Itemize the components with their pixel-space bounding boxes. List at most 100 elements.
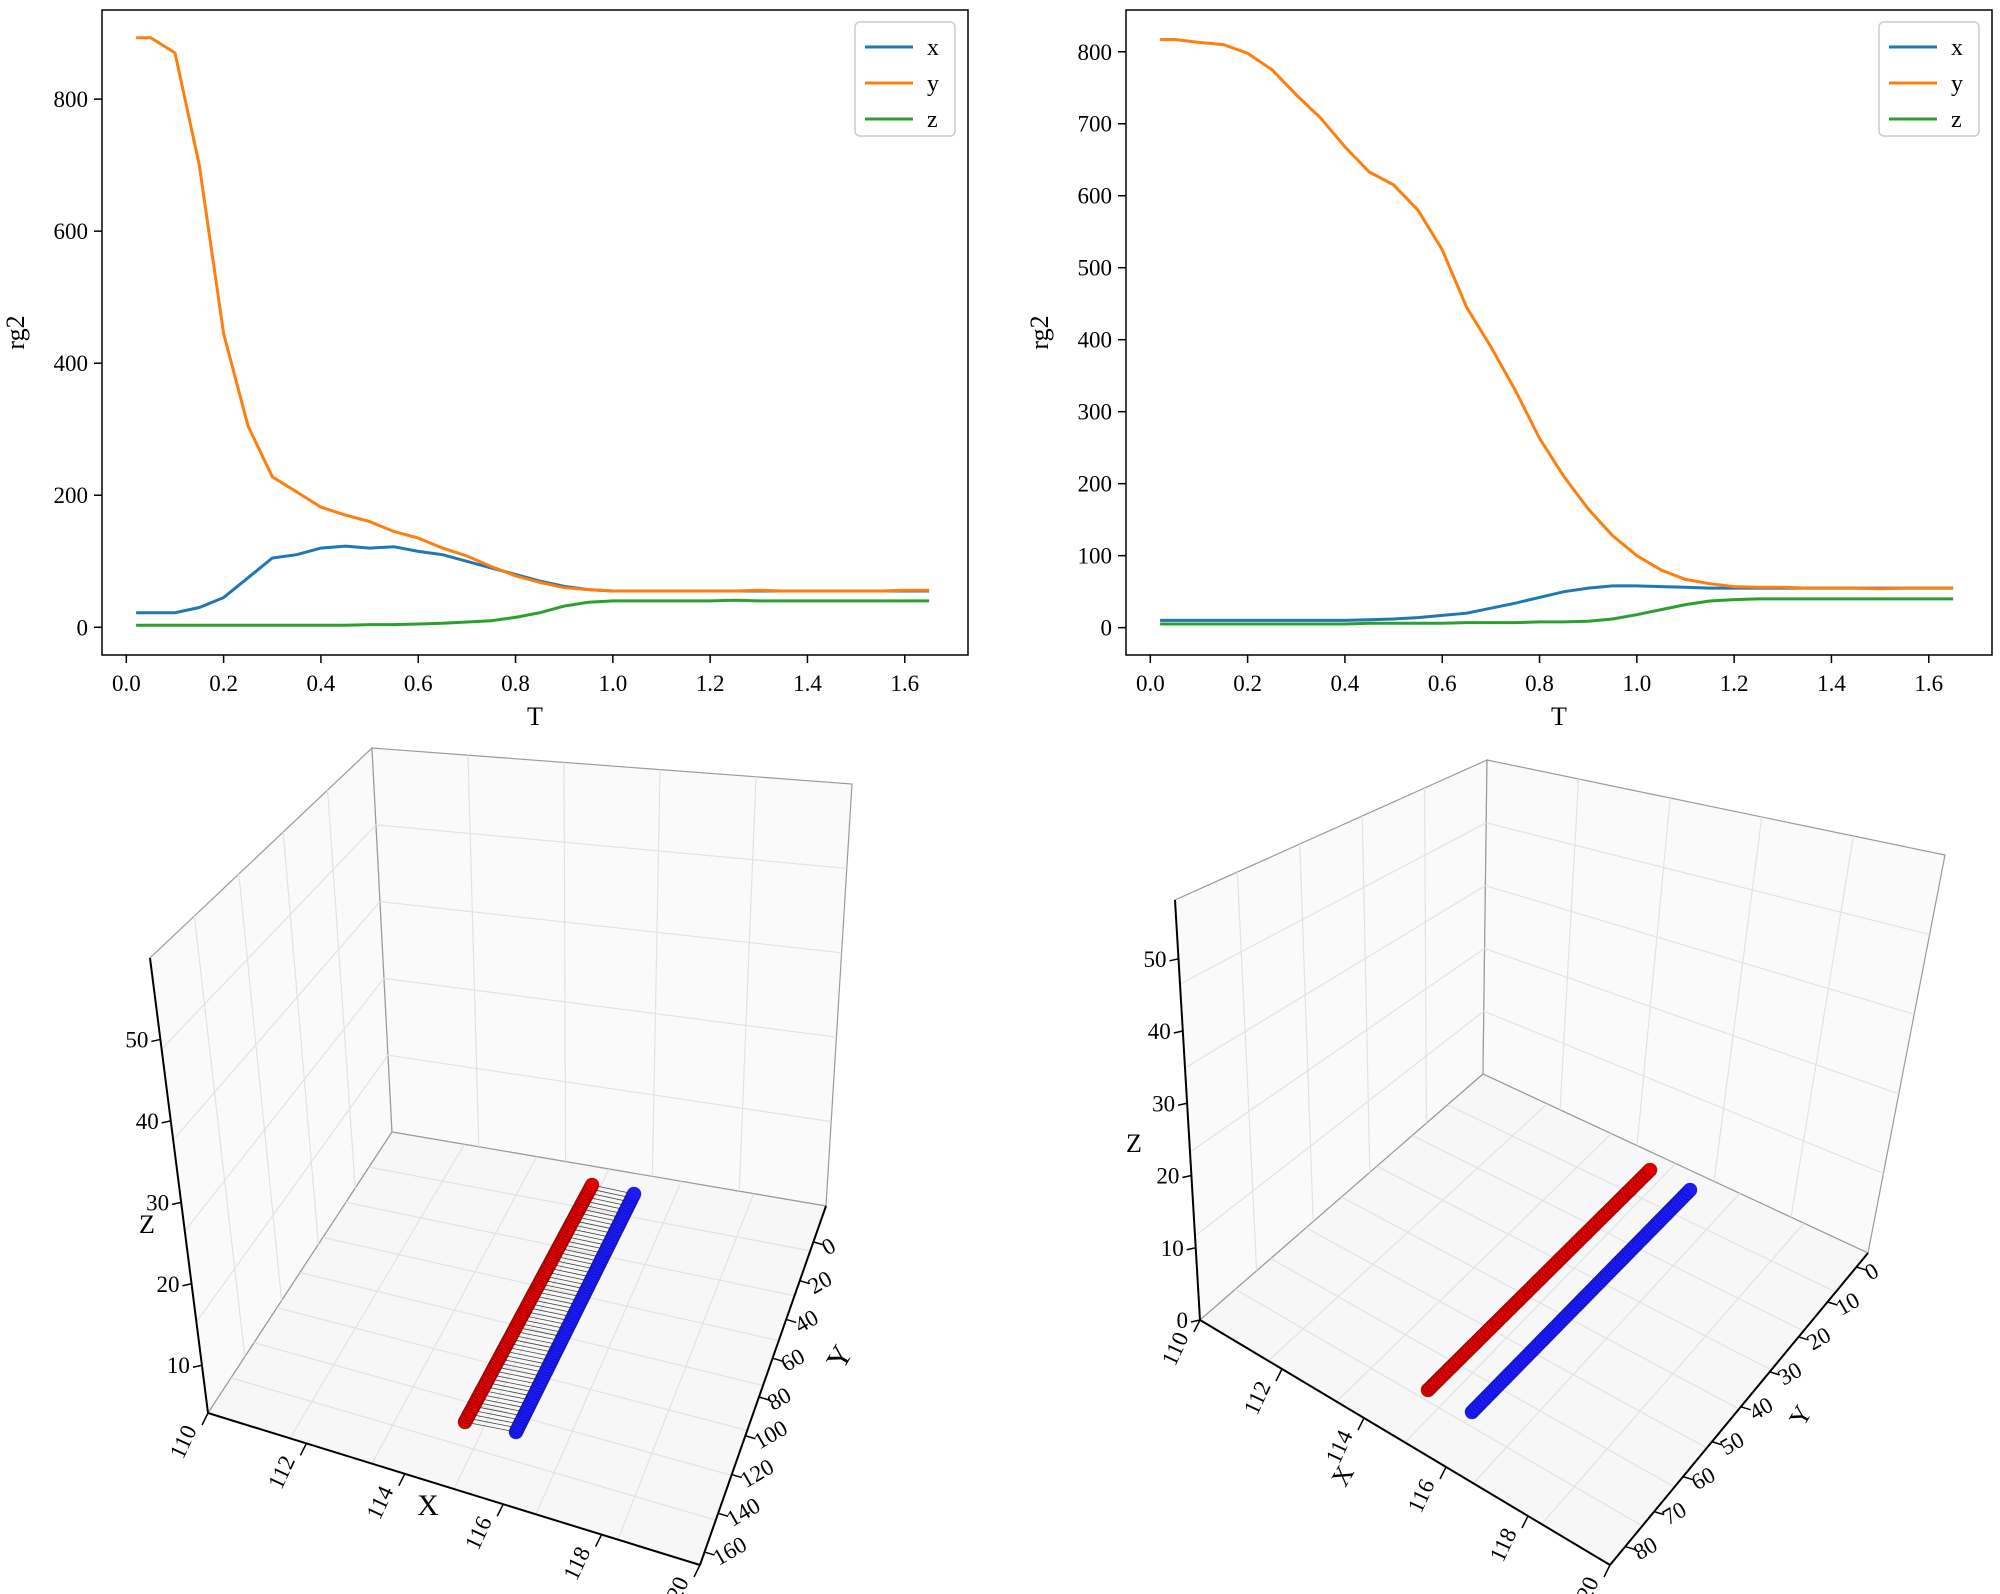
y-tick-mark — [813, 1241, 824, 1246]
x-axis-label: X — [417, 1489, 439, 1522]
y-tick-mark — [704, 1551, 715, 1556]
x-tick-label: 116 — [460, 1512, 497, 1553]
grid-line — [738, 776, 757, 1192]
y-tick-label: 160 — [709, 1532, 751, 1571]
x-tick-mark — [1275, 1368, 1283, 1382]
z-tick-mark — [1190, 1319, 1201, 1323]
connector-line — [477, 1397, 528, 1409]
blue-strand-bead — [626, 1186, 642, 1202]
x-tick-label: 114 — [1321, 1426, 1358, 1468]
connector-line — [481, 1390, 532, 1401]
y-tick-label: 800 — [1078, 40, 1113, 65]
x-tick-label: 1.2 — [696, 671, 725, 696]
legend-box — [854, 21, 956, 137]
x-tick-label: 120 — [1567, 1573, 1604, 1594]
connector-line — [464, 1421, 517, 1433]
connector-line — [530, 1299, 578, 1310]
x-tick-label: 118 — [1485, 1524, 1522, 1565]
grid-line — [195, 1054, 389, 1323]
grid-line — [1305, 1227, 1708, 1449]
x-tick-label: 112 — [1239, 1377, 1276, 1418]
series-line-z — [1160, 597, 1954, 626]
x-tick-label: 0.4 — [1331, 671, 1360, 696]
connector-line — [568, 1228, 613, 1239]
y-tick-label: 140 — [722, 1493, 764, 1532]
z-tick-mark — [161, 1120, 171, 1124]
x-tick-mark — [594, 1534, 603, 1547]
x-tick-label: 1.4 — [1817, 671, 1846, 696]
x-axis-line — [207, 1412, 701, 1566]
connector-line — [532, 1295, 580, 1306]
x-tick-mark — [1603, 1564, 1611, 1578]
series-line-y — [136, 36, 930, 593]
y-tick-mark — [745, 1435, 756, 1440]
blue-strand — [508, 1186, 642, 1440]
series-line-y — [1160, 38, 1954, 591]
connector-line — [503, 1350, 552, 1361]
connector-line — [549, 1263, 595, 1274]
connector-line — [570, 1224, 615, 1235]
connector-line — [486, 1382, 536, 1393]
x-axis-label: T — [1551, 702, 1567, 731]
connector-line — [490, 1374, 540, 1385]
y-tick-mark — [1711, 1441, 1723, 1446]
connector-line — [539, 1283, 585, 1294]
z-tick-label: 20 — [1156, 1164, 1179, 1189]
connector-line — [555, 1251, 601, 1262]
y-axis-label: Y — [820, 1340, 859, 1375]
z-tick-label: 10 — [1161, 1236, 1184, 1261]
grid-line — [1423, 787, 1428, 1124]
x-tick-label: 1.4 — [793, 671, 822, 696]
x-tick-label: 116 — [1403, 1475, 1440, 1516]
grid-line — [1486, 822, 1930, 936]
z-tick-mark — [1186, 1247, 1196, 1251]
connector-line — [564, 1235, 609, 1246]
grid-line — [1411, 1134, 1804, 1332]
x-tick-label: 0.8 — [1525, 671, 1554, 696]
grid-line — [1790, 835, 1854, 1218]
y-tick-mark — [1682, 1475, 1694, 1481]
connector-line — [528, 1303, 576, 1314]
y-tick-mark — [758, 1396, 770, 1401]
connector-line — [479, 1393, 530, 1405]
x-tick-label: 1.6 — [1914, 671, 1943, 696]
y-tick-label: 100 — [749, 1415, 791, 1454]
z-tick-label: 30 — [146, 1190, 169, 1215]
z-tick-mark — [171, 1201, 182, 1206]
y-tick-mark — [1653, 1510, 1665, 1516]
x-tick-mark — [1439, 1466, 1447, 1480]
connector-line — [517, 1322, 566, 1334]
connector-line — [509, 1338, 558, 1350]
x-tick-label: 1.0 — [598, 671, 627, 696]
z-tick-mark — [1177, 1102, 1188, 1107]
y-tick-label: 20 — [804, 1266, 836, 1299]
y-tick-label: 600 — [1078, 184, 1113, 209]
connector-line — [536, 1287, 583, 1298]
y-axis-label: rg2 — [1, 315, 30, 349]
y-tick-mark — [1625, 1545, 1636, 1551]
y-tick-mark — [1740, 1406, 1752, 1411]
legend-label-y: y — [927, 71, 939, 97]
legend-label-x: x — [1951, 35, 1963, 61]
legend-label-z: z — [927, 107, 938, 133]
series-line-z — [136, 598, 930, 627]
connector-line — [498, 1358, 548, 1369]
z-tick-mark — [1169, 958, 1179, 962]
z-tick-mark — [1173, 1030, 1183, 1034]
y-tick-mark — [1769, 1371, 1780, 1376]
x-axis-line — [1199, 1319, 1611, 1566]
blue-strand-bead — [1682, 1182, 1698, 1198]
grid-line — [467, 755, 480, 1147]
connector-line — [581, 1204, 625, 1215]
y-tick-label: 0 — [1101, 616, 1113, 641]
connector-line — [591, 1184, 635, 1195]
x-tick-mark — [1193, 1319, 1201, 1333]
grid-line — [276, 1307, 748, 1431]
connector-line — [513, 1330, 562, 1342]
x-tick-label: 1.6 — [890, 671, 919, 696]
y-tick-label: 80 — [763, 1382, 795, 1415]
y-tick-mark — [772, 1357, 783, 1362]
y-tick-label: 0 — [817, 1233, 839, 1260]
connector-line — [471, 1409, 522, 1421]
legend-box — [1878, 21, 1980, 137]
